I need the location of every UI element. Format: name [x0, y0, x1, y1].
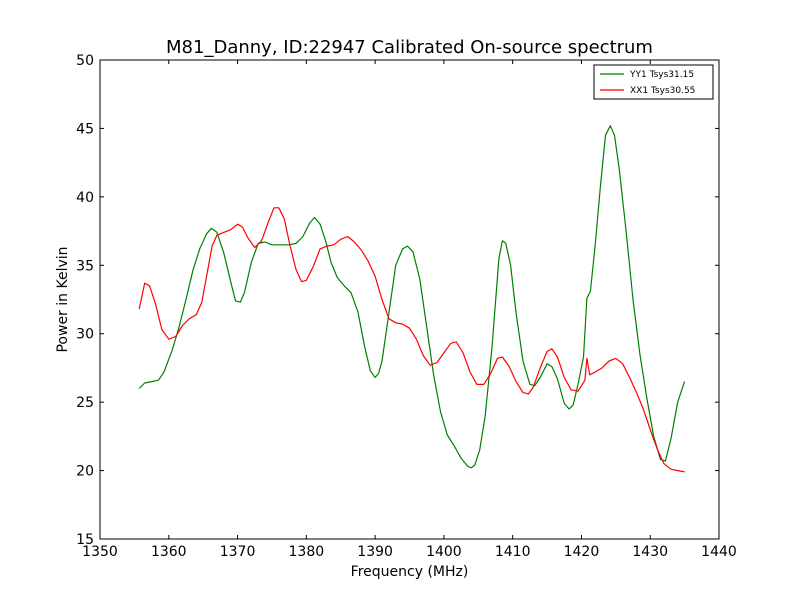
- x-tick-label: 1440: [701, 544, 737, 560]
- y-tick-label: 30: [76, 327, 94, 343]
- legend: YY1 Tsys31.15 XX1 Tsys30.55: [593, 64, 714, 100]
- x-tick-label: 1400: [426, 544, 462, 560]
- x-tick-label: 1380: [289, 544, 325, 560]
- x-axis-label: Frequency (MHz): [351, 564, 469, 580]
- x-tick-label: 1370: [220, 544, 256, 560]
- y-tick-label: 25: [76, 395, 94, 411]
- series-line-1: [138, 207, 685, 473]
- x-tick-label: 1390: [357, 544, 393, 560]
- x-axis: 1350 1360 1370 1380 1390 1400 1410 1420 1430 1440: [82, 60, 737, 560]
- chart-title: M81_Danny, ID:22947 Calibrated On-source…: [166, 37, 653, 58]
- y-axis-label: Power in Kelvin: [55, 246, 71, 352]
- series-line-0: [138, 125, 686, 469]
- y-tick-label: 15: [76, 532, 94, 548]
- y-tick-label: 35: [76, 258, 94, 274]
- plot-frame: [99, 59, 720, 540]
- legend-box: [593, 64, 714, 100]
- x-tick-label: 1430: [632, 544, 668, 560]
- x-tick-label: 1420: [564, 544, 600, 560]
- y-tick-label: 50: [76, 53, 94, 69]
- legend-label: YY1 Tsys31.15: [629, 70, 694, 80]
- x-tick-label: 1410: [495, 544, 531, 560]
- x-tick-label: 1350: [82, 544, 118, 560]
- legend-label: XX1 Tsys30.55: [630, 86, 695, 96]
- y-tick-label: 20: [76, 464, 94, 480]
- x-tick-label: 1360: [151, 544, 187, 560]
- y-tick-label: 40: [76, 190, 94, 206]
- y-tick-label: 45: [76, 121, 94, 137]
- plot-area: [138, 125, 686, 473]
- y-axis: 15 20 25 30 35 40 45 50: [76, 53, 719, 548]
